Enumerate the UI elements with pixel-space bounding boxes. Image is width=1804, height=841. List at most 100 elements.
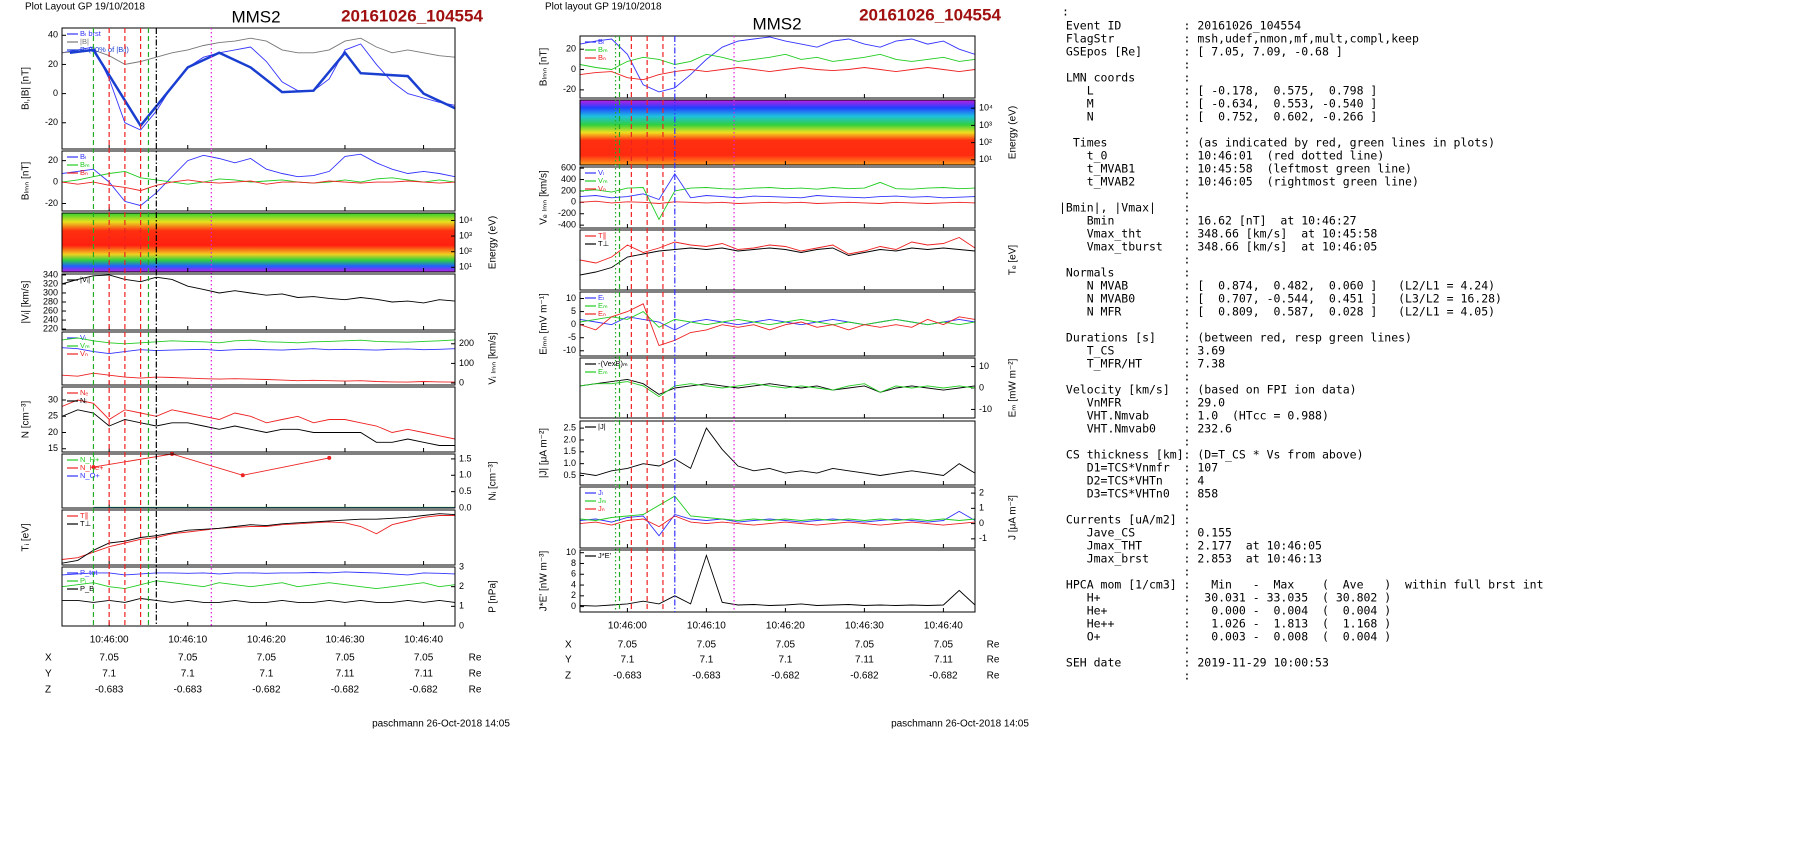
info-value: : 0.000 - 0.004 ( 0.004 ) xyxy=(1184,604,1392,618)
legend-label: T⊥ xyxy=(80,519,92,528)
panel: 10¹ 10² 10³ 10⁴ Energy (eV) xyxy=(61,212,499,273)
ephemeris-value: 7.1 xyxy=(102,669,116,680)
series-line xyxy=(62,571,455,576)
y-tick-label: -20 xyxy=(563,84,576,94)
info-value: : 29.0 xyxy=(1184,396,1226,410)
y-tick-label: 4 xyxy=(571,579,576,589)
legend-label: Bₘ xyxy=(80,160,90,169)
y-tick-label: -10 xyxy=(979,404,992,414)
legend-label: T∥ xyxy=(598,231,606,240)
y-tick-label: 0.0 xyxy=(459,502,472,512)
info-key: H+ xyxy=(1059,591,1101,605)
legend-label: Vₙ xyxy=(598,184,606,193)
y-tick-label: 10³ xyxy=(979,120,992,130)
series-line xyxy=(62,170,455,185)
info-value: : 2.177 at 10:46:05 xyxy=(1184,539,1322,553)
y-tick-label: -10 xyxy=(563,345,576,355)
y-tick-label: 10⁴ xyxy=(979,103,993,113)
ephemeris-value: 7.1 xyxy=(699,655,713,666)
y-axis-label: Bₗₘₙ [nT] xyxy=(539,48,550,87)
info-value: : 3.69 xyxy=(1184,344,1226,358)
y-axis-label: |J| [μA m⁻²] xyxy=(539,428,550,478)
y-tick-label: 220 xyxy=(43,323,58,333)
ephemeris-unit: Re xyxy=(469,669,482,680)
y-tick-label: 600 xyxy=(561,163,576,173)
y-tick-label: -200 xyxy=(558,208,576,218)
info-key: D1=TCS*Vnmfr xyxy=(1059,461,1170,475)
legend-label: J*E' xyxy=(598,551,612,560)
ephemeris-value: 7.1 xyxy=(778,655,792,666)
series-line xyxy=(62,37,455,65)
series-line xyxy=(62,274,455,304)
y-axis-label: |Vᵢ| [km/s] xyxy=(21,280,32,323)
y-axis-label: Vₑ ₗₘₙ [km/s] xyxy=(539,170,550,225)
legend-label: Bₗ brst xyxy=(80,29,102,38)
info-key: Vmax_tht xyxy=(1059,227,1142,241)
info-value: : 10:46:01 (red dotted line) xyxy=(1184,149,1385,163)
series-line xyxy=(580,53,975,70)
y-axis-label: Tᵢ [eV] xyxy=(21,523,32,551)
info-value: : [ -0.634, 0.553, -0.540 ] xyxy=(1184,97,1378,111)
legend-label: Bₙ xyxy=(598,53,606,62)
series-line xyxy=(93,454,330,476)
y-tick-label: 200 xyxy=(561,185,576,195)
y-tick-label: 320 xyxy=(43,278,58,288)
panel: -10 0 10 Eₘ [mW m⁻²] -(VexB)ₘEₘ xyxy=(579,357,1019,419)
ephemeris-value: -0.683 xyxy=(95,685,124,696)
info-value: : [ -0.178, 0.575, 0.798 ] xyxy=(1184,84,1378,98)
y-axis-label: N [cm⁻³] xyxy=(21,401,32,439)
y-tick-label: 0.5 xyxy=(459,486,472,496)
y-tick-label: -5 xyxy=(568,332,576,342)
info-key: GSEpos [Re] xyxy=(1059,45,1142,59)
legend-label: Vₘ xyxy=(598,176,608,185)
panel: Tₑ [eV] T∥T⊥ xyxy=(579,229,1019,291)
y-tick-label: 300 xyxy=(43,287,58,297)
y-axis-label: Eₘ [mW m⁻²] xyxy=(1008,358,1019,417)
info-value: : [ 0.809, 0.587, 0.028 ] (L2/L1 = 4.05) xyxy=(1184,305,1496,319)
y-tick-label: 20 xyxy=(48,427,58,437)
panel-frame xyxy=(579,99,976,166)
plot-header: Plot Layout GP 19/10/2018 xyxy=(25,2,145,13)
ephemeris-value: 7.05 xyxy=(697,640,717,651)
info-key: LMN coords xyxy=(1059,71,1135,85)
info-value: : 16.62 [nT] at 10:46:27 xyxy=(1184,214,1357,228)
legend-label: P_tot xyxy=(80,568,98,577)
series-line xyxy=(580,378,975,395)
info-key: D2=TCS*VHTn xyxy=(1059,474,1163,488)
series-line xyxy=(580,303,975,347)
spectrogram xyxy=(580,100,975,165)
info-value: : xyxy=(1184,565,1191,579)
y-tick-label: 15 xyxy=(48,443,58,453)
info-value: : xyxy=(1184,669,1191,683)
y-tick-label: 30 xyxy=(48,394,58,404)
info-value: : 10:45:58 (leftmost green line) xyxy=(1184,162,1412,176)
info-key: Velocity [km/s] xyxy=(1059,383,1170,397)
ephemeris-value: -0.682 xyxy=(409,685,438,696)
y-tick-label: 20 xyxy=(48,155,58,165)
y-tick-label: 10¹ xyxy=(459,262,472,272)
y-tick-label: 2.0 xyxy=(563,434,576,444)
legend-label: Vₗ xyxy=(598,168,604,177)
info-value: : xyxy=(1184,500,1191,514)
event-id: 20161026_104554 xyxy=(341,6,483,25)
y-tick-label: 10⁴ xyxy=(459,215,473,225)
info-key: Jmax_THT xyxy=(1059,539,1142,553)
info-value: : [ 7.05, 7.09, -0.68 ] xyxy=(1184,45,1343,59)
panel: 0.5 1.0 1.5 2.0 2.5 |J| [μA m⁻²] |J| xyxy=(539,420,976,486)
ephemeris-label: Z xyxy=(45,685,51,696)
x-tick-label: 10:46:20 xyxy=(247,635,286,646)
info-key: Times xyxy=(1059,136,1107,150)
y-tick-label: 2 xyxy=(571,590,576,600)
y-tick-label: -20 xyxy=(45,117,58,127)
legend-label: Pᵢ xyxy=(80,576,86,585)
info-value: : 30.031 - 33.035 ( 30.802 ) xyxy=(1184,591,1392,605)
y-tick-label: 1.0 xyxy=(459,470,472,480)
legend-label: Jₘ xyxy=(598,496,607,505)
info-value: : xyxy=(1184,513,1191,527)
legend-label: Jₙ xyxy=(598,504,605,513)
legend-label: |Vᵢ| xyxy=(80,275,90,284)
